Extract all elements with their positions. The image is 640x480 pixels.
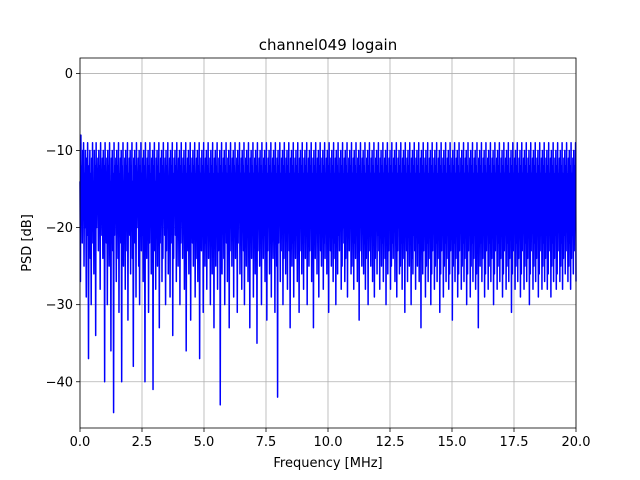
x-tick-label: 15.0 [438,435,467,450]
y-axis-ticks: 0 −10 −20 −30 −40 [46,67,80,390]
x-tick-label: 17.5 [500,435,529,450]
x-axis-label: Frequency [MHz] [273,456,382,471]
x-tick-label: 10.0 [314,435,343,450]
x-tick-label: 7.5 [256,435,277,450]
y-tick-label: −20 [46,221,73,236]
chart-title: channel049 logain [259,36,398,54]
y-axis-label: PSD [dB] [20,214,35,272]
psd-series-line [79,134,577,414]
x-axis-ticks: 0.0 2.5 5.0 7.5 10.0 12.5 15.0 17.5 20.0 [70,428,591,450]
plot-area [79,134,577,414]
x-tick-label: 0.0 [70,435,91,450]
x-tick-label: 12.5 [376,435,405,450]
x-tick-label: 20.0 [562,435,591,450]
x-tick-label: 2.5 [132,435,153,450]
y-tick-label: −40 [46,375,73,390]
x-tick-label: 5.0 [194,435,215,450]
y-tick-label: 0 [65,67,73,82]
y-tick-label: −30 [46,298,73,313]
y-tick-label: −10 [46,144,73,159]
